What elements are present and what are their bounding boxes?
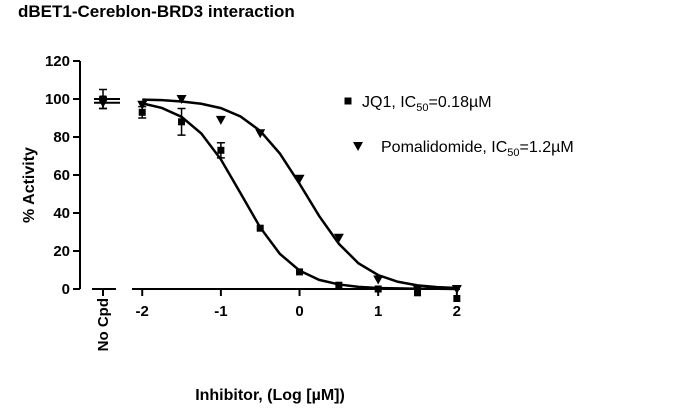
marker-square bbox=[138, 108, 146, 116]
y-tick-label: 100 bbox=[45, 91, 70, 108]
y-axis-label: % Activity bbox=[21, 147, 38, 223]
legend-label: Pomalidomide, IC50=1.2µM bbox=[381, 139, 574, 159]
marker-triangle bbox=[255, 129, 266, 139]
fit-curve bbox=[141, 102, 457, 291]
y-tick-label: 40 bbox=[53, 205, 70, 222]
legend-rest: =1.2µM bbox=[520, 139, 574, 156]
marker-triangle bbox=[215, 115, 226, 125]
legend-sub: 50 bbox=[507, 147, 519, 159]
legend-marker bbox=[344, 97, 352, 105]
marker-triangle bbox=[98, 98, 108, 108]
y-tick-label: 120 bbox=[45, 53, 70, 70]
marker-triangle bbox=[333, 233, 344, 243]
control-label: No Cpd bbox=[95, 298, 112, 351]
marker-triangle bbox=[373, 275, 384, 285]
marker-square bbox=[296, 268, 304, 276]
marker-triangle bbox=[137, 100, 148, 110]
legend-sub: 50 bbox=[416, 102, 428, 114]
x-tick-label: -1 bbox=[214, 303, 227, 320]
marker-square bbox=[335, 281, 343, 289]
fit-curve bbox=[142, 98, 457, 290]
legend-marker bbox=[353, 142, 363, 151]
marker-triangle bbox=[412, 285, 423, 294]
chart-title: dBET1-Cereblon-BRD3 interaction bbox=[18, 2, 295, 21]
x-tick-label: 2 bbox=[453, 303, 461, 320]
marker-square bbox=[256, 224, 264, 232]
legend-name: Pomalidomide, IC bbox=[381, 139, 507, 156]
marker-square bbox=[374, 285, 382, 293]
marker-triangle bbox=[294, 174, 305, 184]
legend-label: JQ1, IC50=0.18µM bbox=[362, 94, 492, 114]
x-axis-label: Inhibitor, (Log [µM]) bbox=[195, 387, 345, 404]
marker-square bbox=[453, 295, 461, 302]
legend-rest: =0.18µM bbox=[428, 94, 491, 111]
y-tick-label: 60 bbox=[53, 167, 70, 184]
y-tick-label: 80 bbox=[53, 129, 70, 146]
marker-triangle bbox=[176, 95, 187, 104]
y-tick-label: 20 bbox=[53, 243, 70, 260]
x-tick-label: -2 bbox=[136, 303, 149, 320]
x-tick-label: 1 bbox=[374, 303, 382, 320]
marker-square bbox=[178, 118, 186, 126]
y-tick-label: 0 bbox=[62, 281, 70, 298]
x-tick-label: 0 bbox=[295, 303, 303, 320]
marker-square bbox=[217, 146, 225, 154]
marker-triangle bbox=[451, 285, 462, 294]
legend-name: JQ1, IC bbox=[362, 94, 416, 111]
